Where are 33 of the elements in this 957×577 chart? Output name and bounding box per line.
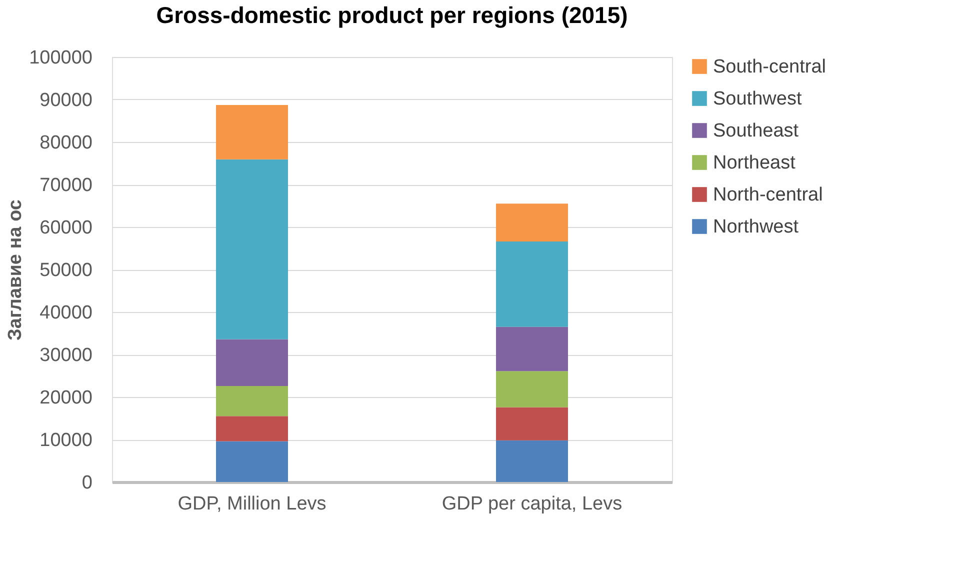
chart-title: Gross-domestic product per regions (2015) — [156, 2, 628, 28]
y-axis-title: Заглавие на ос — [5, 199, 26, 340]
bar — [216, 416, 288, 442]
y-tick-label: 0 — [82, 472, 92, 494]
x-tick-label: GDP per capita, Levs — [442, 494, 622, 514]
legend-label: Northwest — [713, 216, 800, 238]
y-tick-label: 40000 — [40, 302, 92, 324]
bar — [496, 204, 568, 242]
legend-label: Southwest — [713, 88, 802, 110]
bar — [216, 105, 288, 160]
y-tick-label: 80000 — [40, 132, 92, 154]
legend-label: North-central — [713, 184, 823, 206]
y-tick-label: 70000 — [40, 175, 92, 196]
bar — [216, 159, 288, 340]
bar — [216, 386, 288, 416]
legend-label: Northeast — [713, 152, 796, 174]
x-tick-label: GDP, Million Levs — [178, 494, 326, 514]
bar — [216, 441, 288, 482]
bar — [496, 371, 568, 408]
y-tick-label: 100000 — [29, 48, 92, 68]
legend-label: South-central — [713, 56, 826, 78]
bar — [496, 407, 568, 440]
y-tick-label: 10000 — [40, 430, 92, 451]
y-tick-label: 90000 — [40, 90, 92, 111]
legend-label: Southeast — [713, 120, 800, 142]
y-tick-label: 60000 — [40, 218, 92, 238]
bar — [496, 326, 568, 372]
bar — [496, 241, 568, 327]
bar — [496, 440, 568, 482]
y-tick-label: 50000 — [40, 260, 92, 281]
bar — [216, 339, 288, 386]
y-tick-label: 20000 — [40, 388, 92, 408]
y-tick-label: 30000 — [40, 345, 92, 366]
